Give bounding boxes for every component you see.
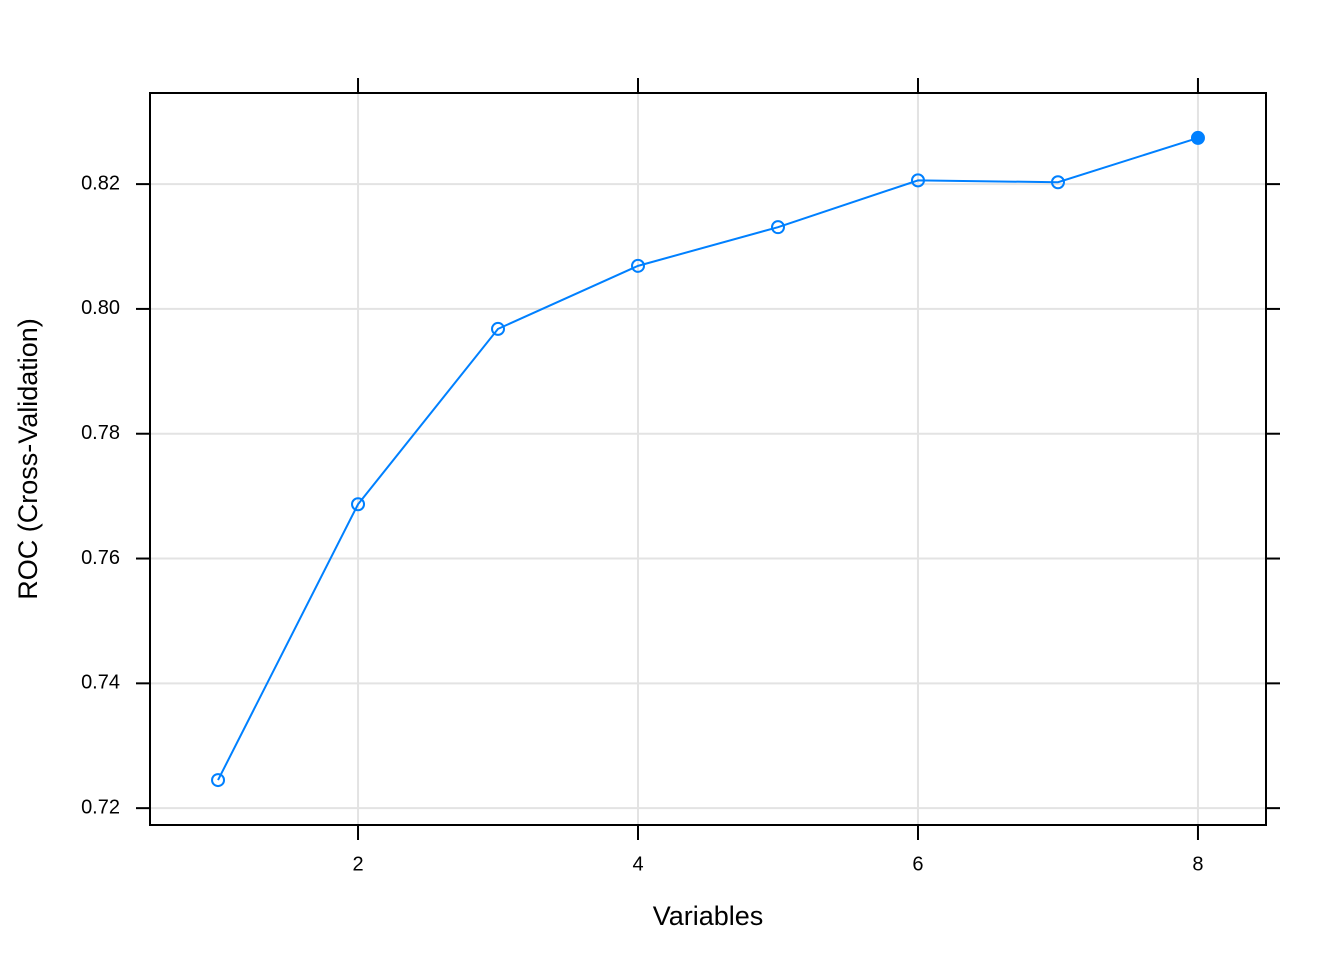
x-tick-label: 6: [912, 853, 923, 875]
data-point: [1190, 130, 1205, 145]
data-point: [1050, 175, 1065, 190]
data-point: [491, 321, 506, 336]
data-point: [351, 497, 366, 512]
y-tick-label: 0.78: [81, 422, 120, 444]
x-axis-label: Variables: [653, 901, 764, 931]
plot-frame: [149, 92, 1267, 826]
y-tick-label: 0.72: [81, 796, 120, 818]
y-tick-label: 0.74: [81, 672, 120, 694]
data-point: [211, 773, 226, 788]
y-tick-label: 0.76: [81, 547, 120, 569]
y-tick-label: 0.80: [81, 297, 120, 319]
series-line: [217, 136, 1199, 781]
data-point: [631, 258, 646, 273]
x-tick-label: 8: [1192, 853, 1203, 875]
y-tick-label: 0.82: [81, 172, 120, 194]
x-tick-label: 2: [352, 853, 363, 875]
x-tick-label: 4: [632, 853, 643, 875]
data-point: [770, 220, 785, 235]
y-axis-label: ROC (Cross-Validation): [13, 318, 43, 600]
data-point: [910, 173, 925, 188]
